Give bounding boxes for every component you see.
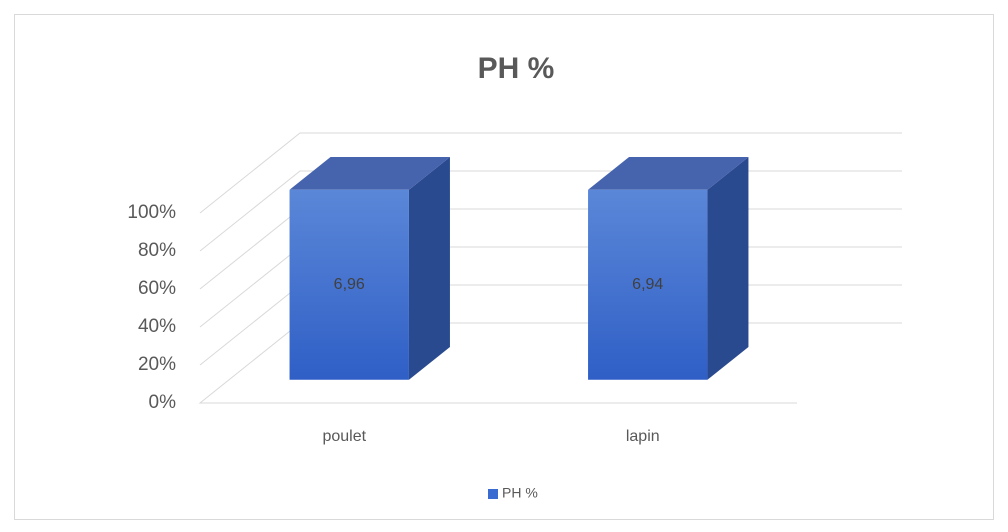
bar-top <box>588 157 749 190</box>
bar-top <box>289 157 450 190</box>
x-tick-label: lapin <box>626 428 660 445</box>
legend-label: PH % <box>502 485 538 501</box>
y-tick-label: 0% <box>149 392 177 413</box>
y-tick-label: 20% <box>138 354 176 375</box>
grid-line <box>199 132 902 214</box>
bar-front <box>289 189 409 380</box>
x-tick-label: poulet <box>322 428 366 445</box>
data-label: 6,96 <box>334 276 365 293</box>
bar <box>289 157 450 380</box>
chart-title: PH % <box>478 52 555 85</box>
bar-side <box>707 157 749 380</box>
chart-border <box>14 14 994 520</box>
bar-front <box>588 189 708 380</box>
bar <box>588 157 749 380</box>
y-tick-label: 40% <box>138 316 176 337</box>
data-label: 6,94 <box>632 276 663 293</box>
bar-side <box>408 157 450 380</box>
y-tick-label: 100% <box>127 202 176 223</box>
legend-swatch <box>488 489 498 499</box>
y-tick-label: 80% <box>138 240 176 261</box>
y-tick-label: 60% <box>138 278 176 299</box>
